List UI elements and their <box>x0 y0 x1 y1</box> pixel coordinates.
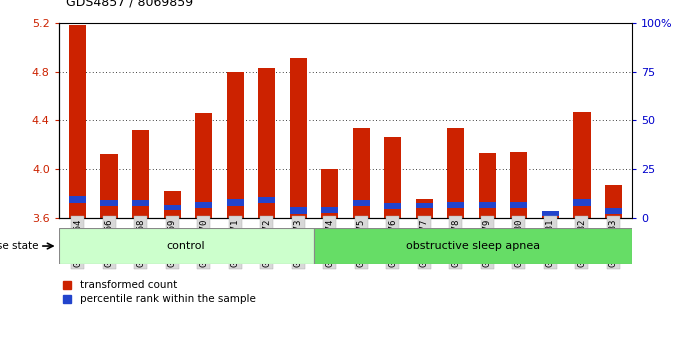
Bar <box>59 228 314 264</box>
Bar <box>542 212 559 218</box>
Bar <box>479 153 496 218</box>
Bar <box>510 202 527 208</box>
Bar <box>314 228 632 264</box>
Text: GSM949179: GSM949179 <box>483 218 492 267</box>
Bar <box>164 205 181 210</box>
Text: disease state: disease state <box>0 241 38 251</box>
Bar <box>321 169 339 218</box>
Legend: transformed count, percentile rank within the sample: transformed count, percentile rank withi… <box>59 276 260 309</box>
Text: GSM949175: GSM949175 <box>357 218 366 267</box>
Bar <box>605 209 622 214</box>
Bar <box>384 137 401 218</box>
Bar <box>290 207 307 214</box>
Bar <box>384 203 401 209</box>
Text: GSM949164: GSM949164 <box>73 218 82 267</box>
Text: GSM949170: GSM949170 <box>199 218 208 267</box>
Bar <box>132 130 149 218</box>
Text: GDS4857 / 8069859: GDS4857 / 8069859 <box>66 0 193 9</box>
Text: GSM949173: GSM949173 <box>294 218 303 267</box>
Text: GSM949178: GSM949178 <box>451 218 460 267</box>
Bar <box>352 128 370 218</box>
Bar <box>542 211 559 217</box>
Text: GSM949169: GSM949169 <box>168 218 177 267</box>
Bar <box>69 196 86 203</box>
Bar <box>573 199 591 206</box>
Text: GSM949172: GSM949172 <box>262 218 272 267</box>
Bar <box>164 191 181 218</box>
Bar <box>100 200 118 206</box>
Bar <box>258 197 276 203</box>
Text: obstructive sleep apnea: obstructive sleep apnea <box>406 241 540 251</box>
Bar <box>227 199 244 206</box>
Bar <box>195 113 212 218</box>
Bar <box>510 152 527 218</box>
Bar <box>415 199 433 218</box>
Text: GSM949176: GSM949176 <box>388 218 397 267</box>
Bar <box>69 25 86 218</box>
Text: GSM949182: GSM949182 <box>578 218 587 267</box>
Text: GSM949181: GSM949181 <box>546 218 555 267</box>
Text: GSM949183: GSM949183 <box>609 218 618 267</box>
Bar <box>132 200 149 206</box>
Text: GSM949166: GSM949166 <box>104 218 113 267</box>
Text: GSM949177: GSM949177 <box>419 218 429 267</box>
Text: GSM949171: GSM949171 <box>231 218 240 267</box>
Bar <box>321 207 339 213</box>
Bar <box>258 68 276 218</box>
Bar <box>227 72 244 218</box>
Bar <box>290 58 307 218</box>
Text: GSM949168: GSM949168 <box>136 218 145 267</box>
Bar <box>415 203 433 208</box>
Bar <box>447 202 464 208</box>
Bar <box>195 202 212 208</box>
Bar <box>573 112 591 218</box>
Text: GSM949174: GSM949174 <box>325 218 334 267</box>
Bar <box>605 185 622 218</box>
Text: GSM949180: GSM949180 <box>514 218 523 267</box>
Bar <box>100 154 118 218</box>
Bar <box>447 128 464 218</box>
Bar <box>479 202 496 208</box>
Text: control: control <box>167 241 205 251</box>
Bar <box>352 200 370 206</box>
